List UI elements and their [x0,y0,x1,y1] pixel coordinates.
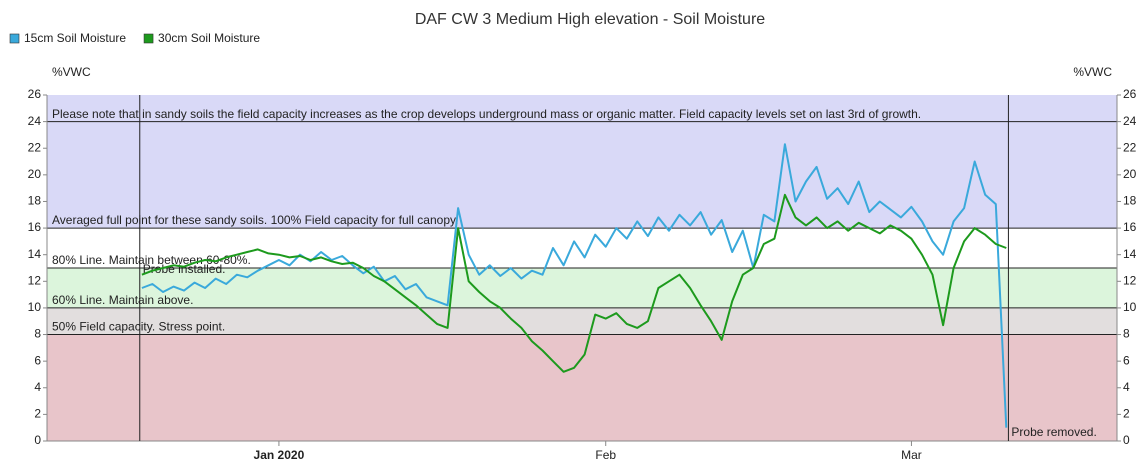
y-tick-label: 12 [28,273,42,287]
y2-tick-label: 12 [1123,273,1137,287]
zone [47,307,1117,335]
threshold-label: 60% Line. Maintain above. [52,293,193,307]
y-tick-label: 26 [28,87,42,101]
y-axis-label: %VWC [52,65,91,79]
legend-label: 15cm Soil Moisture [24,31,126,45]
y2-axis-label: %VWC [1073,65,1112,79]
y-tick-label: 4 [34,380,41,394]
legend-swatch [9,33,20,44]
x-tick-label: Jan 2020 [254,448,305,462]
series-line [141,193,1007,373]
threshold-label: Please note that in sandy soils the fiel… [52,107,921,121]
x-tick-label: Feb [595,448,616,462]
y-tick-label: 10 [28,300,42,314]
y2-tick-label: 24 [1123,114,1137,128]
legend-label: 30cm Soil Moisture [158,31,260,45]
threshold-label: 80% Line. Maintain between 60-80%. [52,253,251,267]
legend-swatch [143,33,154,44]
y2-tick-label: 6 [1123,353,1130,367]
chart-title: DAF CW 3 Medium High elevation - Soil Mo… [415,11,765,28]
zone [47,334,1117,441]
y2-tick-label: 0 [1123,433,1130,447]
series-line [141,143,1008,428]
y2-tick-label: 10 [1123,300,1137,314]
y2-tick-label: 16 [1123,220,1137,234]
zone [47,95,1117,229]
annotation-label: Probe removed. [1011,425,1096,439]
y2-tick-label: 4 [1123,380,1130,394]
y2-tick-label: 22 [1123,140,1137,154]
y-tick-label: 18 [28,194,42,208]
y2-tick-label: 2 [1123,407,1130,421]
y2-tick-label: 8 [1123,327,1130,341]
y2-tick-label: 20 [1123,167,1137,181]
y-tick-label: 22 [28,140,42,154]
y-tick-label: 20 [28,167,42,181]
x-tick-label: Mar [901,448,922,462]
threshold-label: Averaged full point for these sandy soil… [52,213,458,227]
y-tick-label: 0 [34,433,41,447]
y-tick-label: 16 [28,220,42,234]
y-tick-label: 6 [34,353,41,367]
y-tick-label: 24 [28,114,42,128]
y2-tick-label: 18 [1123,194,1137,208]
annotation-label: Probe installed. [143,262,226,276]
y-tick-label: 8 [34,327,41,341]
y2-tick-label: 14 [1123,247,1137,261]
y-tick-label: 14 [28,247,42,261]
threshold-label: 50% Field capacity. Stress point. [52,320,225,334]
y-tick-label: 2 [34,407,41,421]
y2-tick-label: 26 [1123,87,1137,101]
